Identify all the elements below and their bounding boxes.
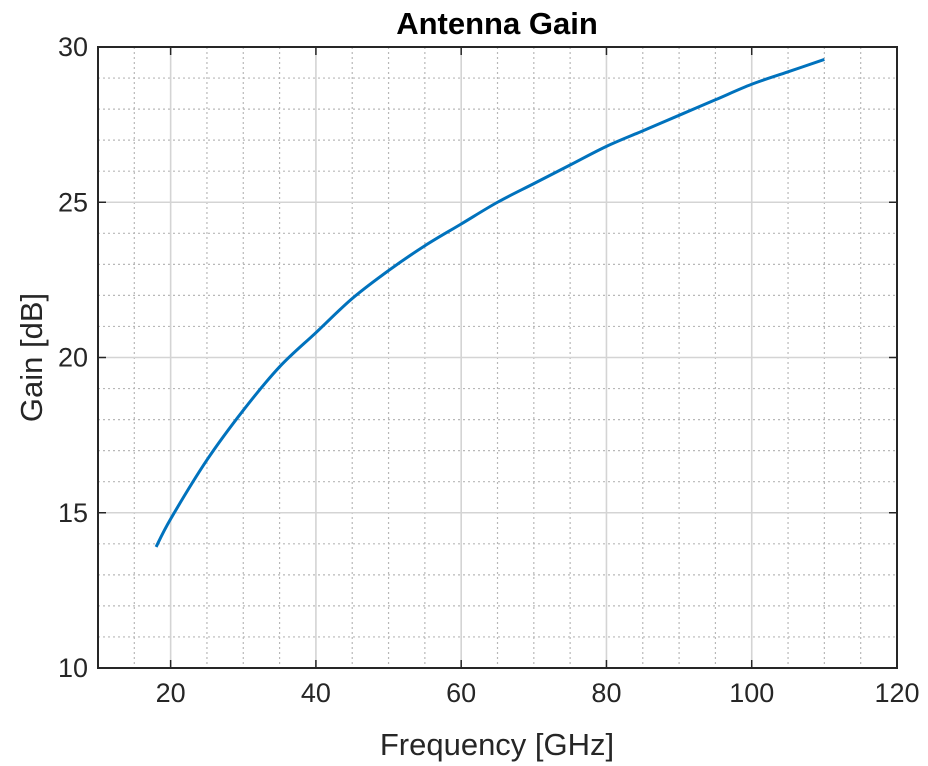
x-tick-label: 40 (301, 678, 331, 708)
y-tick-label: 30 (58, 32, 88, 62)
x-tick-label: 80 (591, 678, 621, 708)
y-tick-label: 25 (58, 187, 88, 217)
axis-ticks (98, 46, 898, 669)
series-layer (154, 58, 825, 548)
y-tick-label: 20 (58, 343, 88, 373)
x-axis-tick-labels: 20 40 60 80 100 120 (156, 678, 920, 708)
x-tick-label: 60 (446, 678, 476, 708)
x-tick-label: 100 (729, 678, 774, 708)
x-tick-label: 20 (156, 678, 186, 708)
y-axis-label: Gain [dB] (14, 293, 49, 422)
x-axis-label: Frequency [GHz] (380, 727, 614, 762)
y-tick-label: 10 (58, 653, 88, 683)
y-axis-tick-labels: 10 15 20 25 30 (58, 32, 88, 683)
chart-title: Antenna Gain (396, 6, 598, 41)
y-tick-label: 15 (58, 498, 88, 528)
x-tick-label: 120 (874, 678, 919, 708)
series-line-gain (154, 58, 825, 548)
